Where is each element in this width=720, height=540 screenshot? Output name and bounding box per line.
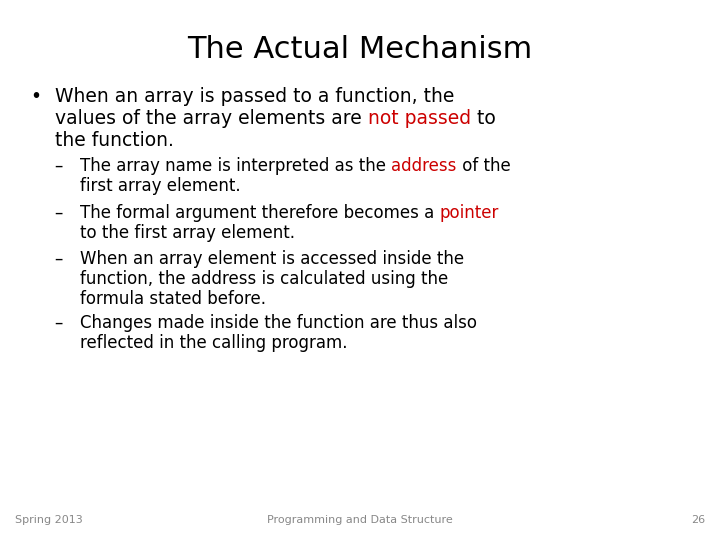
Text: •: • (30, 87, 41, 106)
Text: When an array element is accessed inside the: When an array element is accessed inside… (80, 250, 464, 268)
Text: not passed: not passed (368, 109, 471, 128)
Text: reflected in the calling program.: reflected in the calling program. (80, 334, 348, 352)
Text: 26: 26 (691, 515, 705, 525)
Text: Programming and Data Structure: Programming and Data Structure (267, 515, 453, 525)
Text: The array name is interpreted as the: The array name is interpreted as the (80, 157, 391, 175)
Text: –: – (55, 314, 68, 332)
Text: to: to (471, 109, 495, 128)
Text: formula stated before.: formula stated before. (80, 290, 266, 308)
Text: to the first array element.: to the first array element. (80, 224, 295, 242)
Text: function, the address is calculated using the: function, the address is calculated usin… (80, 270, 449, 288)
Text: –: – (55, 250, 68, 268)
Text: Changes made inside the function are thus also: Changes made inside the function are thu… (80, 314, 477, 332)
Text: values of the array elements are: values of the array elements are (55, 109, 368, 128)
Text: The formal argument therefore becomes a: The formal argument therefore becomes a (80, 204, 439, 222)
Text: first array element.: first array element. (80, 177, 240, 195)
Text: Spring 2013: Spring 2013 (15, 515, 83, 525)
Text: When an array is passed to a function, the: When an array is passed to a function, t… (55, 87, 454, 106)
Text: pointer: pointer (439, 204, 499, 222)
Text: –: – (55, 157, 68, 175)
Text: of the: of the (456, 157, 510, 175)
Text: address: address (391, 157, 456, 175)
Text: the function.: the function. (55, 131, 174, 150)
Text: The Actual Mechanism: The Actual Mechanism (187, 35, 533, 64)
Text: –: – (55, 204, 68, 222)
